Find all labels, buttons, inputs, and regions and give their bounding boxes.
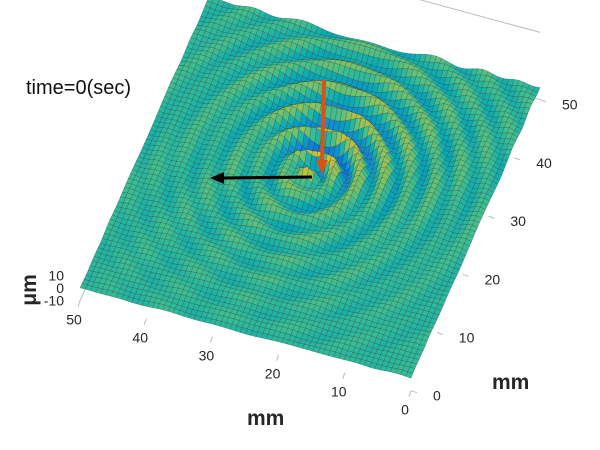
x-tick-mark [209,336,213,343]
z-tick-label: -10 [44,293,64,309]
surface-mesh [79,0,541,379]
y-tick-label: 10 [459,330,475,346]
x-axis-label: mm [247,407,284,430]
y-tick-label: 50 [562,97,578,113]
black-left-arrow [221,175,313,180]
orange-down-arrow [320,79,326,165]
box-edge-top [418,0,541,33]
y-tick-mark [539,99,547,103]
y-tick-label: 20 [485,271,501,287]
z-axis-label: μm [18,274,41,306]
y-tick-label: 0 [433,388,441,404]
x-tick-mark [342,372,346,379]
y-tick-label: 40 [536,155,552,171]
y-tick-label: 30 [510,213,526,229]
x-tick-mark [408,390,412,397]
plot-title: time=0(sec) [26,77,131,99]
y-tick-mark [462,273,469,277]
y-axis-label: mm [492,371,529,394]
x-tick-label: 40 [132,330,148,346]
x-tick-label: 0 [401,402,409,418]
x-tick-label: 10 [331,384,347,400]
x-tick-mark [143,318,147,325]
x-tick-label: 30 [199,348,215,364]
y-tick-mark [488,215,495,219]
y-tick-mark [514,157,521,161]
x-tick-mark [77,300,81,307]
x-tick-label: 50 [66,312,82,328]
y-tick-mark [410,390,418,394]
x-tick-label: 20 [265,366,281,382]
x-tick-mark [276,354,280,361]
y-tick-mark [436,332,443,335]
